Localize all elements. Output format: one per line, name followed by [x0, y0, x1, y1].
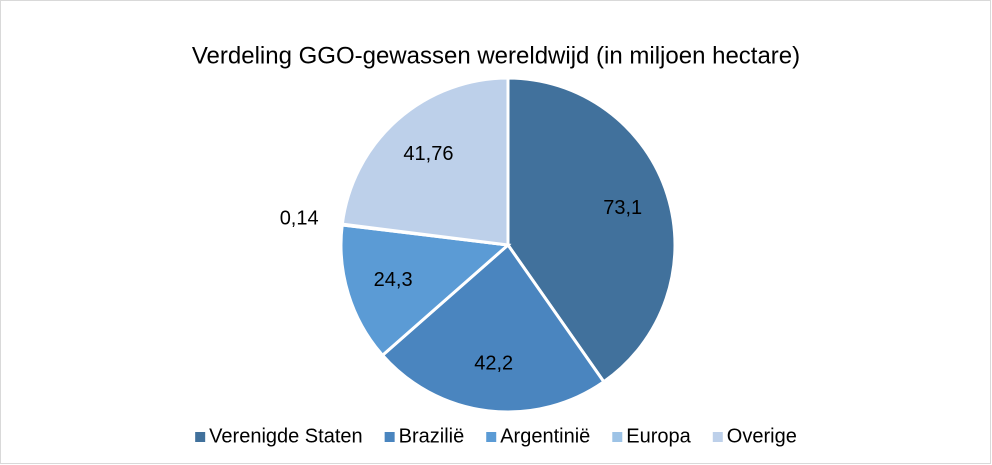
data-label: 41,76 [403, 143, 453, 165]
data-label: 24,3 [374, 269, 413, 291]
legend-swatch [384, 432, 395, 442]
pie-slice [340, 76, 510, 247]
legend-label: Argentinië [500, 425, 590, 447]
pie-slice [380, 242, 606, 414]
legend-label: Europa [626, 425, 691, 447]
pie-slice [506, 76, 677, 384]
chart-title: Verdeling GGO-gewassen wereldwijd (in mi… [192, 42, 800, 69]
legend-label: Brazilië [399, 425, 465, 447]
legend-swatch [486, 432, 497, 442]
legend-swatch [612, 432, 623, 442]
data-label: 0,14 [280, 208, 319, 230]
legend-label: Overige [727, 425, 797, 447]
legend-label: Verenigde Staten [209, 425, 362, 447]
legend-swatch [712, 432, 723, 442]
legend-swatch [195, 432, 206, 442]
data-label: 42,2 [474, 353, 513, 375]
pie-slice [339, 223, 512, 358]
data-label: 73,1 [603, 197, 642, 219]
